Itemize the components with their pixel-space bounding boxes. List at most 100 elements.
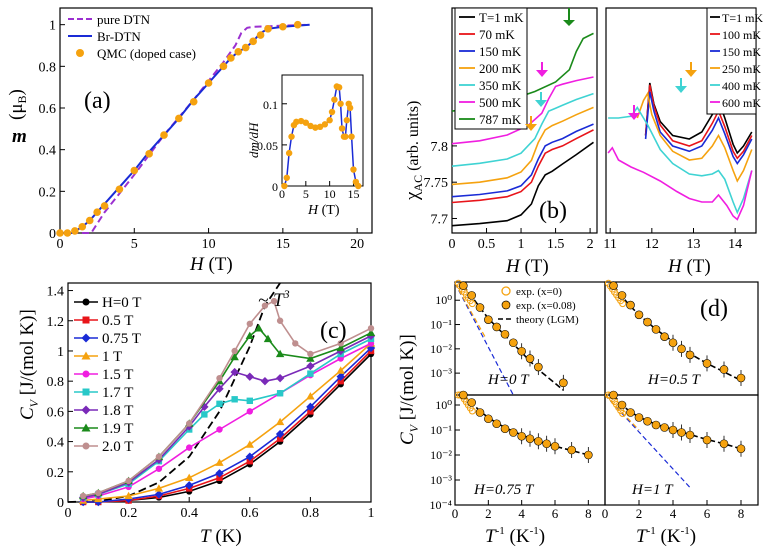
point-qmc — [130, 166, 139, 175]
d-ytick-label: 10⁻³ — [430, 366, 452, 380]
b-left-series — [451, 141, 594, 227]
d-xtick-label: 6 — [704, 506, 711, 521]
d-point-filled — [509, 428, 518, 437]
point-qmc — [63, 229, 72, 237]
b-left-legend-label: T=1 mK — [479, 10, 524, 25]
point-qmc — [279, 22, 287, 31]
b-right-series — [607, 146, 753, 221]
d-point-filled — [559, 378, 568, 388]
panel-b-right-frame — [605, 7, 757, 234]
arrow-icon-magenta — [536, 62, 548, 77]
arrow-icon-cyan-right — [675, 78, 687, 93]
b-right-legend-label: 150 mK — [722, 45, 761, 59]
d-point-filled — [467, 398, 476, 407]
a-ytick-label: 0.8 — [39, 60, 57, 75]
inset-xtick-label: 5 — [303, 187, 309, 201]
inset-point — [335, 84, 343, 91]
point-qmc — [145, 150, 153, 158]
d-point-filled — [567, 445, 576, 455]
d-point-filled — [525, 434, 535, 444]
point-qmc — [189, 97, 198, 106]
c-point — [215, 469, 224, 478]
b-xlabel-right: H (T) — [667, 256, 711, 277]
b-left-xtick-label: 2 — [587, 237, 594, 252]
d-label-h075: H=0.75 T — [473, 482, 535, 498]
c-point — [275, 417, 285, 426]
d-blue-line — [454, 282, 514, 396]
d-point-filled — [475, 303, 485, 312]
c-legend-label: 2.0 T — [102, 439, 133, 455]
panel-a: 0 5 10 15 20 0 0.2 0.4 0.6 0.8 1 pure DTN Br-DTN Q… — [6, 7, 373, 275]
inset-point — [316, 123, 324, 130]
b-left-ytick-label: 7.7 — [431, 212, 449, 227]
point-qmc — [293, 20, 302, 29]
a-xtick-label: 0 — [57, 237, 64, 252]
a-xlabel: H (T) — [189, 254, 233, 275]
d-point-open — [619, 410, 627, 417]
d-point-filled — [534, 362, 543, 372]
b-left-legend-label: 200 mK — [479, 61, 522, 76]
point-qmc — [85, 216, 94, 225]
panel-c-label: (c) — [320, 318, 347, 344]
d-xtick-label: 8 — [738, 506, 745, 521]
d-point-filled — [617, 400, 627, 410]
d-point-filled — [475, 408, 485, 417]
c-legend-marker — [81, 351, 91, 360]
panel-d-frame-tl — [454, 281, 606, 396]
legend-br-dtn: Br-DTN — [97, 29, 141, 44]
inset-xtick-label: 10 — [324, 187, 336, 201]
inset-point — [285, 149, 293, 157]
c-legend-label: 1 T — [102, 349, 122, 365]
d-point-filled — [643, 317, 652, 327]
d-point-filled — [534, 436, 543, 446]
c-point — [292, 340, 299, 347]
b-right-xtick-label: 13 — [687, 237, 701, 252]
d-ytick-label: 10⁻² — [430, 448, 452, 462]
legend-marker-exp-x0 — [501, 286, 511, 296]
inset-point — [355, 182, 362, 190]
b-left-xtick-label: 1.5 — [547, 237, 565, 252]
c-point — [307, 370, 314, 377]
b-left-series — [451, 92, 594, 167]
d-point-filled — [550, 441, 560, 451]
d-point-filled — [517, 346, 526, 356]
point-qmc — [204, 79, 213, 87]
c-legend-marker — [82, 442, 90, 450]
a-ytick-label: 0.6 — [39, 102, 57, 117]
c-point — [337, 340, 344, 347]
b-right-xtick-label: 12 — [645, 237, 659, 252]
b-left-legend-label: 150 mK — [479, 44, 522, 59]
panel-a-label: (a) — [84, 88, 111, 114]
c-point — [246, 397, 253, 405]
d-point-filled — [719, 439, 729, 449]
c-point — [154, 490, 164, 499]
d-xtick-label: 4 — [670, 506, 677, 521]
b-left-xtick-label: 0 — [449, 237, 456, 252]
d-point-filled — [500, 424, 510, 434]
d-point-filled — [484, 315, 493, 324]
c-ytick-label: 0.2 — [47, 466, 65, 481]
d-point-filled — [702, 359, 712, 368]
b-left-series — [451, 76, 594, 145]
d-point-open — [468, 300, 476, 308]
a-xtick-label: 5 — [131, 237, 138, 252]
c-point — [366, 328, 376, 337]
d-ytick-label: 10⁰ — [435, 293, 452, 307]
d-point-filled — [660, 332, 669, 341]
inset-point — [331, 96, 338, 103]
c-legend-marker — [82, 388, 90, 396]
c-point — [185, 473, 194, 482]
inset-frame — [281, 74, 364, 187]
c-point — [125, 477, 132, 485]
d-orange-line — [454, 282, 486, 337]
b-left-ytick-label: 7.75 — [424, 176, 449, 191]
arrow-icon-orange-right — [685, 62, 697, 77]
c-point — [95, 489, 102, 497]
inset-ytick-label: 0 — [272, 180, 278, 194]
b-right-legend-label: 600 mK — [722, 96, 761, 110]
d-point-filled — [668, 425, 678, 435]
d-point-filled — [668, 338, 678, 348]
c-point — [230, 352, 239, 361]
